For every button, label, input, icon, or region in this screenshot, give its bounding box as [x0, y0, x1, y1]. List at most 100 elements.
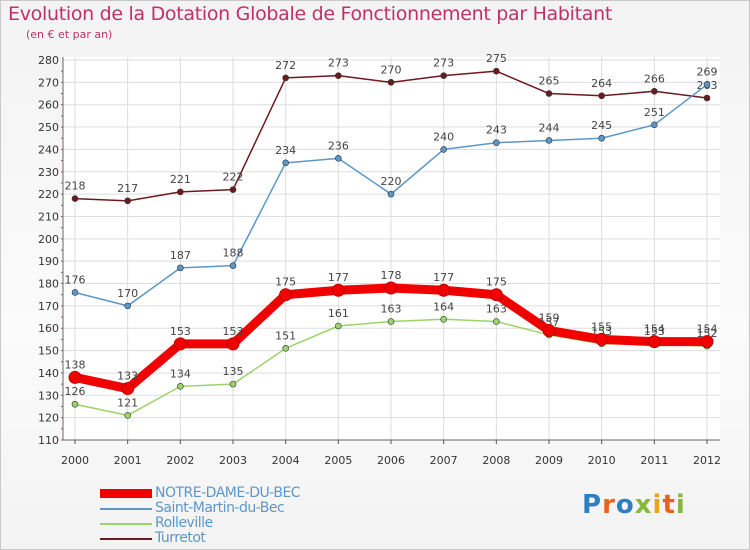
y-tick-label: 150 — [38, 345, 59, 358]
data-point-turretot — [124, 197, 131, 205]
data-label-turretot: 217 — [117, 182, 138, 195]
data-label-notre-dame-du-bec: 138 — [65, 358, 86, 371]
data-point-turretot — [598, 92, 605, 100]
data-point-turretot — [71, 195, 79, 202]
x-tick-label: 2001 — [114, 454, 142, 467]
logo-letter: i — [652, 490, 663, 520]
data-label-turretot: 275 — [486, 52, 507, 65]
y-tick-label: 230 — [38, 166, 59, 179]
data-point-turretot — [229, 186, 237, 193]
data-point-saint-martin-du-bec — [598, 134, 605, 142]
legend-item: Rolleville — [100, 516, 300, 531]
data-label-saint-martin-du-bec: 243 — [486, 124, 507, 137]
data-label-rolleville: 163 — [381, 303, 402, 316]
data-label-saint-martin-du-bec: 244 — [539, 121, 560, 134]
data-label-notre-dame-du-bec: 177 — [433, 271, 454, 284]
data-point-notre-dame-du-bec — [68, 370, 82, 384]
data-label-turretot: 272 — [275, 59, 296, 72]
data-label-turretot: 273 — [433, 57, 454, 70]
data-point-notre-dame-du-bec — [331, 283, 345, 297]
x-tick-label: 2005 — [324, 454, 352, 467]
data-label-saint-martin-du-bec: 236 — [328, 139, 349, 152]
data-label-notre-dame-du-bec: 178 — [381, 269, 402, 282]
data-point-saint-martin-du-bec — [335, 155, 342, 162]
legend: NOTRE-DAME-DU-BEC Saint-Martin-du-Bec Ro… — [100, 485, 301, 546]
data-label-rolleville: 163 — [486, 303, 507, 316]
x-tick-label: 2012 — [693, 454, 721, 467]
x-tick-label: 2011 — [640, 454, 668, 467]
legend-swatch-notre-dame-du-bec — [100, 489, 152, 498]
data-point-notre-dame-du-bec — [437, 283, 451, 297]
data-point-notre-dame-du-bec — [121, 382, 135, 396]
data-point-rolleville — [440, 315, 447, 323]
data-label-saint-martin-du-bec: 234 — [275, 144, 296, 157]
x-tick-label: 2007 — [430, 454, 458, 467]
y-tick-label: 270 — [38, 76, 59, 89]
legend-item: Saint-Martin-du-Bec — [100, 501, 300, 516]
data-point-turretot — [440, 72, 447, 79]
data-point-notre-dame-du-bec — [542, 323, 556, 337]
y-tick-label: 160 — [38, 322, 59, 335]
data-label-saint-martin-du-bec: 269 — [697, 66, 718, 79]
legend-swatch-turretot — [100, 537, 152, 540]
data-label-notre-dame-du-bec: 155 — [591, 320, 612, 333]
legend-label: Rolleville — [155, 515, 213, 531]
data-point-turretot — [177, 188, 184, 196]
data-label-turretot: 221 — [170, 173, 191, 186]
data-point-rolleville — [335, 322, 342, 330]
data-point-rolleville — [387, 318, 395, 325]
data-label-rolleville: 134 — [170, 367, 191, 380]
data-label-notre-dame-du-bec: 177 — [328, 271, 349, 284]
y-tick-label: 220 — [38, 188, 59, 201]
data-point-saint-martin-du-bec — [703, 81, 711, 88]
y-tick-label: 130 — [38, 389, 59, 402]
x-tick-label: 2008 — [482, 454, 510, 467]
y-tick-label: 140 — [38, 367, 59, 380]
logo-letter: r — [602, 490, 616, 520]
x-tick-label: 2009 — [535, 454, 563, 467]
data-point-rolleville — [282, 345, 289, 352]
legend-label: Saint-Martin-du-Bec — [155, 500, 285, 516]
y-tick-label: 200 — [38, 233, 59, 246]
data-point-notre-dame-du-bec — [595, 332, 609, 346]
data-point-rolleville — [177, 383, 184, 390]
data-label-notre-dame-du-bec: 175 — [486, 276, 507, 289]
data-label-saint-martin-du-bec: 187 — [170, 249, 191, 262]
logo-letter: o — [615, 490, 635, 520]
data-point-notre-dame-du-bec — [173, 337, 187, 351]
x-tick-label: 2006 — [377, 454, 405, 467]
data-label-turretot: 218 — [65, 180, 86, 193]
logo-letter: t — [662, 490, 676, 520]
data-label-turretot: 266 — [644, 72, 665, 85]
logo-letter: x — [634, 490, 653, 520]
legend-item: Turretot — [100, 531, 300, 546]
data-point-saint-martin-du-bec — [71, 289, 79, 296]
data-point-saint-martin-du-bec — [651, 121, 658, 129]
data-point-rolleville — [493, 318, 500, 325]
data-label-turretot: 265 — [539, 75, 560, 88]
data-label-rolleville: 135 — [223, 365, 244, 378]
data-point-saint-martin-du-bec — [282, 159, 289, 167]
data-point-notre-dame-du-bec — [647, 335, 661, 349]
data-point-turretot — [335, 72, 342, 79]
y-tick-label: 210 — [38, 210, 59, 223]
data-point-notre-dame-du-bec — [279, 288, 293, 302]
y-tick-label: 180 — [38, 278, 59, 291]
y-tick-label: 170 — [38, 300, 59, 313]
legend-swatch-rolleville — [100, 522, 152, 525]
data-point-notre-dame-du-bec — [489, 288, 503, 302]
y-tick-label: 120 — [38, 412, 59, 425]
y-tick-label: 280 — [38, 54, 59, 67]
y-tick-label: 250 — [38, 121, 59, 134]
data-label-rolleville: 126 — [65, 385, 86, 398]
data-label-rolleville: 161 — [328, 307, 349, 320]
data-point-saint-martin-du-bec — [177, 264, 184, 272]
data-point-rolleville — [124, 412, 131, 419]
data-label-saint-martin-du-bec: 220 — [381, 175, 402, 188]
x-tick-label: 2002 — [166, 454, 194, 467]
legend-label: Turretot — [155, 530, 206, 546]
data-label-rolleville: 164 — [433, 300, 454, 313]
proxiti-logo: Proxiti — [582, 490, 686, 520]
data-label-notre-dame-du-bec: 153 — [223, 325, 244, 338]
legend-label: NOTRE-DAME-DU-BEC — [155, 485, 301, 501]
